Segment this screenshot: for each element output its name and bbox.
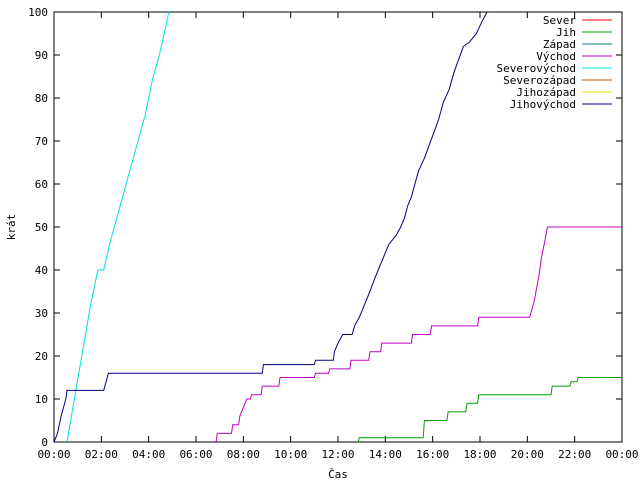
x-tick-label: 22:00 [558, 448, 591, 461]
legend-label: Jihozápad [516, 86, 576, 99]
x-axis-label: Čas [328, 468, 348, 480]
y-tick-label: 30 [35, 307, 48, 320]
y-tick-label: 10 [35, 393, 48, 406]
x-tick-label: 18:00 [463, 448, 496, 461]
legend-label: Západ [543, 38, 576, 51]
x-tick-label: 02:00 [85, 448, 118, 461]
x-tick-label: 16:00 [416, 448, 449, 461]
series-line-severovýchod [66, 11, 170, 443]
legend: SeverJihZápadVýchodSeverovýchodSeverozáp… [497, 14, 612, 111]
legend-label: Jihovýchod [510, 98, 576, 111]
y-tick-label: 50 [35, 221, 48, 234]
x-tick-label: 08:00 [227, 448, 260, 461]
legend-label: Severovýchod [497, 62, 576, 75]
x-tick-label: 14:00 [369, 448, 402, 461]
x-tick-label: 06:00 [179, 448, 212, 461]
y-tick-label: 70 [35, 135, 48, 148]
legend-label: Východ [536, 50, 576, 63]
series-line-jihovýchod [53, 11, 488, 443]
y-tick-label: 80 [35, 92, 48, 105]
legend-label: Severozápad [503, 74, 576, 87]
x-tick-label: 04:00 [132, 448, 165, 461]
axis-ticks: 00:00 02:00 04:00 06:00 08:00 10:00 12:00 14:00… [28, 6, 638, 461]
y-axis-label: krát [5, 214, 18, 241]
y-tick-label: 0 [41, 436, 48, 449]
legend-label: Jih [556, 26, 576, 39]
y-tick-label: 60 [35, 178, 48, 191]
x-tick-label: 00:00 [605, 448, 638, 461]
x-tick-label: 10:00 [274, 448, 307, 461]
y-tick-label: 20 [35, 350, 48, 363]
y-tick-label: 100 [28, 6, 48, 19]
x-tick-label: 20:00 [511, 448, 544, 461]
y-tick-label: 90 [35, 49, 48, 62]
x-tick-label: 00:00 [37, 448, 70, 461]
series-line-jih [357, 377, 622, 443]
x-tick-label: 12:00 [321, 448, 354, 461]
y-tick-label: 40 [35, 264, 48, 277]
legend-label: Sever [543, 14, 576, 27]
series-line-východ [215, 226, 622, 443]
series-lines [53, 11, 622, 443]
